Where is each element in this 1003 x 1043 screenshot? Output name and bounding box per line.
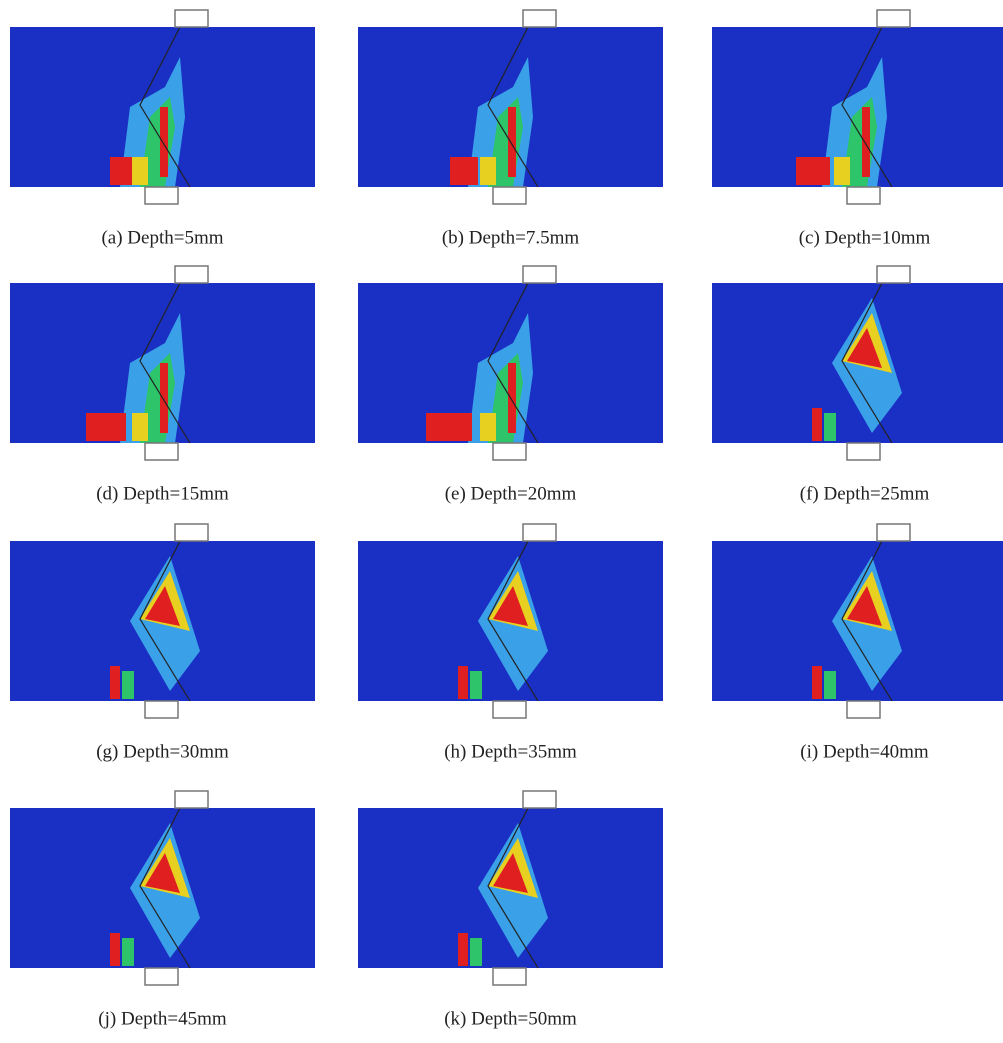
panel: (b) Depth=7.5mm [358,10,663,248]
panel: (h) Depth=35mm [358,524,663,762]
caption: (j) Depth=45mm [98,1008,227,1029]
damage-zone [458,666,468,699]
damage-zone [480,157,496,185]
damage-zone [812,408,822,441]
loading-block [523,266,556,283]
damage-zone [160,107,168,177]
support-block [847,187,880,204]
damage-zone [110,157,132,185]
damage-zone [450,157,478,185]
support-block [493,443,526,460]
support-block [847,701,880,718]
support-block [493,187,526,204]
loading-block [877,524,910,541]
panel: (j) Depth=45mm [10,791,315,1029]
caption: (e) Depth=20mm [445,483,577,504]
damage-zone [160,363,168,433]
support-block [145,968,178,985]
support-block [145,443,178,460]
caption: (d) Depth=15mm [96,483,229,504]
damage-zone [796,157,830,185]
damage-zone [86,413,126,441]
loading-block [175,524,208,541]
damage-zone [508,107,516,177]
damage-zone [834,157,850,185]
damage-zone [812,666,822,699]
damage-zone [132,157,148,185]
panel: (f) Depth=25mm [712,266,1003,504]
caption: (a) Depth=5mm [101,227,223,248]
loading-block [523,791,556,808]
loading-block [523,524,556,541]
caption: (c) Depth=10mm [799,227,931,248]
support-block [493,968,526,985]
caption: (g) Depth=30mm [96,741,229,762]
panel: (i) Depth=40mm [712,524,1003,762]
caption: (h) Depth=35mm [444,741,577,762]
panel: (g) Depth=30mm [10,524,315,762]
figure: (a) Depth=5mm (b) Depth=7.5mm (c) Depth=10… [0,0,1003,1043]
caption: (i) Depth=40mm [800,741,929,762]
panel: (a) Depth=5mm [10,10,315,248]
support-block [847,443,880,460]
support-block [145,701,178,718]
damage-zone [122,938,134,966]
damage-zone [862,107,870,177]
panel: (c) Depth=10mm [712,10,1003,248]
loading-block [877,266,910,283]
damage-zone [458,933,468,966]
support-block [493,701,526,718]
page: {"panels": [ {"caption": "(a) Depth=5mm"… [0,0,1003,1043]
damage-zone [824,671,836,699]
loading-block [175,10,208,27]
caption: (b) Depth=7.5mm [442,227,580,248]
panel: (d) Depth=15mm [10,266,315,504]
loading-block [175,266,208,283]
damage-zone [480,413,496,441]
damage-zone [132,413,148,441]
support-block [145,187,178,204]
damage-zone [824,413,836,441]
loading-block [877,10,910,27]
damage-zone [470,938,482,966]
damage-zone [110,666,120,699]
damage-zone [426,413,472,441]
damage-zone [110,933,120,966]
damage-zone [122,671,134,699]
panel: (e) Depth=20mm [358,266,663,504]
loading-block [523,10,556,27]
damage-zone [508,363,516,433]
loading-block [175,791,208,808]
damage-zone [470,671,482,699]
panel: (k) Depth=50mm [358,791,663,1029]
caption: (k) Depth=50mm [444,1008,577,1029]
caption: (f) Depth=25mm [800,483,930,504]
